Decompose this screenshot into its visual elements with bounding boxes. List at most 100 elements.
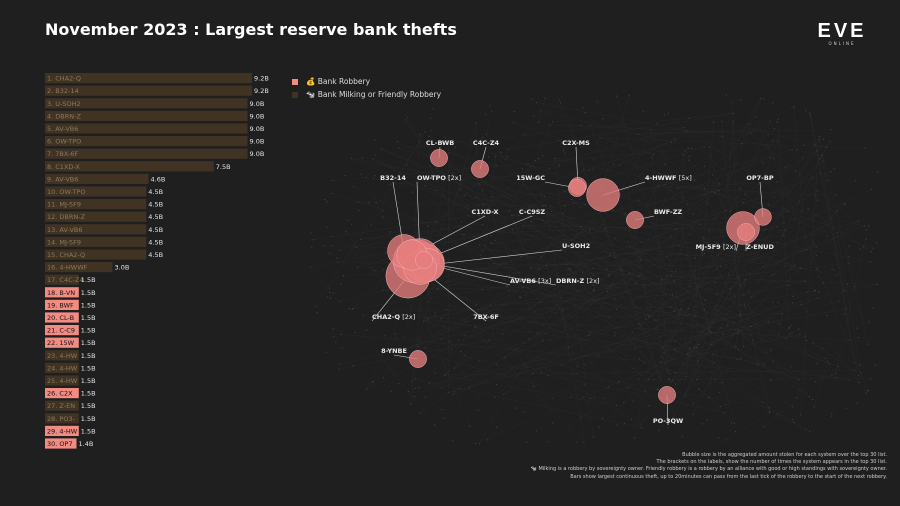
bar	[45, 73, 252, 84]
map-star	[337, 261, 339, 263]
map-route	[392, 226, 778, 296]
map-star	[816, 268, 818, 270]
system-label: PO-3QW	[653, 417, 683, 425]
map-star	[826, 235, 828, 237]
map-star	[800, 414, 802, 416]
map-star	[803, 144, 805, 146]
map-route	[621, 269, 640, 277]
map-star	[739, 284, 742, 286]
bar-value-label: 9.0B	[250, 150, 265, 158]
map-star	[582, 272, 584, 274]
map-star	[494, 396, 496, 398]
map-star	[798, 379, 800, 381]
map-route	[372, 269, 539, 383]
map-star	[485, 133, 487, 135]
map-route	[513, 122, 874, 249]
map-route	[554, 158, 570, 281]
map-star	[714, 282, 717, 284]
map-star	[434, 424, 436, 426]
map-route	[453, 274, 729, 395]
map-star	[522, 342, 524, 344]
map-star	[557, 139, 560, 142]
map-star	[679, 312, 681, 314]
bar	[45, 312, 79, 323]
map-star	[559, 99, 561, 101]
map-star	[729, 210, 732, 212]
footnote-3: 🐄 Milking is a robbery by sovereignty ow…	[530, 466, 887, 473]
map-star	[743, 304, 745, 306]
map-route	[564, 146, 705, 192]
map-star	[848, 263, 850, 265]
map-star	[872, 307, 874, 309]
map-star	[509, 275, 511, 277]
map-star	[827, 224, 829, 226]
map-route	[584, 112, 818, 364]
map-star	[720, 265, 722, 267]
map-star	[427, 294, 429, 296]
map-star	[542, 204, 544, 207]
map-star	[418, 141, 420, 143]
system-bubble	[568, 179, 586, 197]
bar-category-label: 22. 15W	[47, 339, 75, 347]
map-star	[583, 364, 585, 366]
map-star	[360, 173, 362, 175]
bar	[45, 224, 147, 235]
map-star	[672, 417, 674, 419]
map-route	[570, 269, 594, 438]
bar-chart: 1. CHA2-Q 9.2B 2. B32-14 9.2B 3. U-SOH2 9.0B 4…	[45, 73, 269, 449]
map-star	[752, 340, 754, 342]
map-route	[310, 190, 719, 268]
map-route	[485, 246, 650, 406]
map-star	[816, 199, 819, 201]
map-star	[795, 148, 798, 150]
map-star	[382, 216, 384, 218]
map-star	[709, 396, 711, 398]
bar-value-label: 9.2B	[254, 87, 269, 95]
map-star	[729, 288, 731, 290]
map-route	[495, 121, 553, 241]
map-star	[309, 266, 311, 268]
bar-value-label: 4.5B	[148, 201, 163, 209]
map-star	[593, 397, 595, 399]
map-star	[331, 179, 333, 182]
map-star	[795, 397, 798, 399]
map-star	[427, 317, 429, 319]
map-route	[685, 140, 778, 397]
map-star	[687, 203, 689, 205]
map-star	[661, 175, 663, 177]
map-star	[793, 105, 795, 107]
map-route	[685, 237, 704, 377]
map-star	[799, 333, 801, 336]
map-star	[531, 98, 533, 100]
map-route	[491, 313, 783, 319]
map-star	[858, 381, 860, 383]
system-bubble	[415, 251, 433, 269]
map-star	[675, 228, 678, 230]
map-star	[597, 354, 599, 356]
map-star	[399, 353, 401, 355]
map-star	[743, 346, 745, 348]
map-star	[628, 95, 630, 97]
map-star	[403, 337, 405, 339]
map-star	[702, 254, 704, 256]
map-star	[564, 245, 566, 247]
map-star	[778, 333, 780, 335]
map-star	[361, 157, 363, 159]
map-star	[453, 367, 456, 369]
map-star	[352, 364, 354, 367]
bar-category-label: 25. 4-HW	[47, 377, 78, 385]
map-route	[332, 147, 710, 181]
map-star	[623, 422, 626, 424]
map-star	[692, 212, 695, 215]
map-star	[360, 238, 362, 240]
map-star	[819, 172, 821, 174]
map-route	[474, 175, 663, 280]
map-star	[794, 218, 796, 220]
system-bubble	[409, 350, 427, 368]
map-star	[590, 397, 592, 399]
map-star	[829, 141, 831, 143]
map-route	[492, 196, 787, 339]
map-star	[812, 342, 814, 344]
map-star	[834, 167, 836, 169]
map-star	[548, 124, 550, 126]
